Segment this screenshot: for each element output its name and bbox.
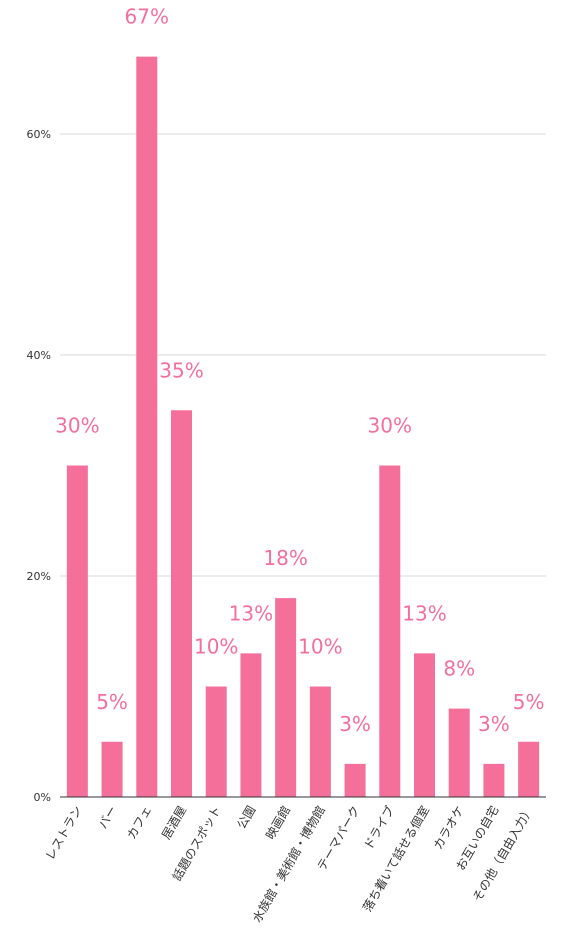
y-tick-label: 20% <box>27 570 51 583</box>
bar <box>171 410 192 797</box>
bar <box>240 653 262 797</box>
bar <box>448 708 470 797</box>
data-label: 18% <box>263 546 307 570</box>
data-label: 5% <box>96 690 128 714</box>
data-label: 8% <box>443 657 475 681</box>
data-label: 10% <box>298 635 342 659</box>
data-label: 5% <box>513 690 545 714</box>
data-label: 30% <box>55 414 99 438</box>
bar <box>518 741 540 797</box>
x-tick-label: レストラン <box>43 804 85 863</box>
bar <box>483 763 505 797</box>
y-tick-label: 40% <box>27 349 51 362</box>
bar <box>136 56 158 797</box>
bars <box>66 56 540 797</box>
bar <box>344 763 366 797</box>
data-label: 35% <box>159 358 203 382</box>
y-tick-label: 60% <box>27 128 51 141</box>
x-tick-label: 公園 <box>234 804 258 832</box>
x-tick-label: ドライブ <box>360 803 397 852</box>
bar <box>275 598 297 797</box>
gridlines <box>60 133 546 577</box>
data-label: 3% <box>339 712 371 736</box>
data-label: 67% <box>125 5 169 29</box>
data-labels: 30%5%67%35%10%13%18%10%3%30%13%8%3%5% <box>55 5 544 736</box>
data-label: 13% <box>402 601 446 625</box>
bar <box>205 686 227 797</box>
bar <box>414 653 435 797</box>
y-tick-label: 0% <box>34 791 51 804</box>
x-tick-label: 居酒屋 <box>159 804 189 842</box>
data-label: 30% <box>368 414 412 438</box>
bar <box>66 465 88 797</box>
bar <box>379 465 401 797</box>
bar <box>309 686 331 797</box>
x-tick-label: カラオケ <box>431 804 467 853</box>
x-tick-label: バー <box>96 804 120 832</box>
x-tick-label: カフェ <box>124 804 154 842</box>
data-label: 13% <box>229 601 273 625</box>
data-label: 10% <box>194 635 238 659</box>
bar <box>101 741 123 797</box>
x-tick-label: 落ち着いて話せる個室 <box>359 803 432 914</box>
y-axis-tick-labels: 0% 20% 40% 60% <box>27 128 51 804</box>
x-tick-label: 映画館 <box>262 803 293 842</box>
data-label: 3% <box>478 712 510 736</box>
